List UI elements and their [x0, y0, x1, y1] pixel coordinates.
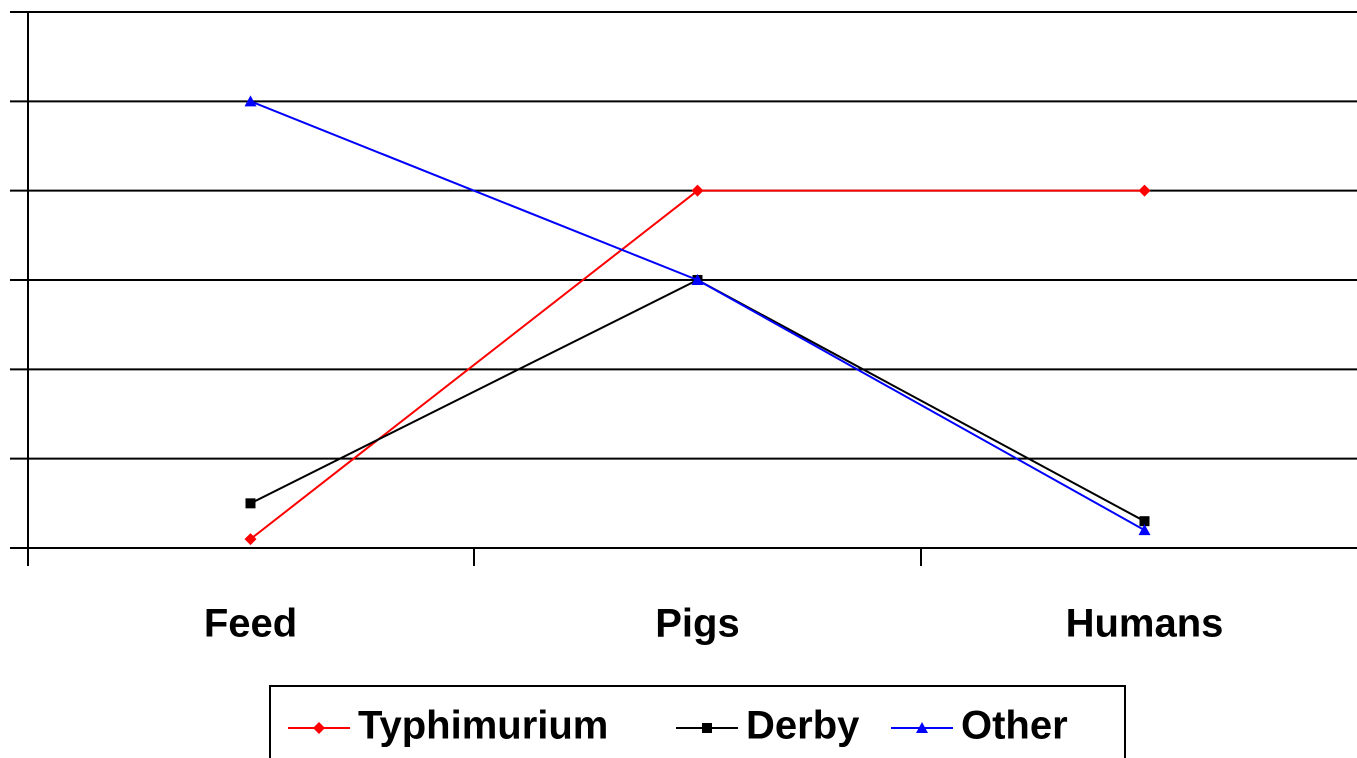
series-line: [250, 278, 1145, 523]
marker: [245, 498, 256, 509]
marker: [1139, 516, 1150, 527]
x-tick-label: Humans: [1066, 602, 1224, 646]
legend-label: Typhimurium: [358, 704, 608, 748]
marker: [1138, 184, 1151, 197]
marker: [916, 722, 928, 733]
marker: [702, 723, 712, 733]
marker: [313, 722, 325, 734]
legend-box: [269, 685, 1126, 758]
legend-label: Derby: [746, 704, 860, 748]
x-tick-label: Feed: [204, 602, 297, 646]
marker: [244, 95, 257, 107]
x-tick-label: Pigs: [655, 602, 739, 646]
marker: [244, 533, 257, 546]
series-line: [250, 100, 1145, 532]
marker: [691, 184, 704, 197]
marker: [1138, 524, 1151, 536]
legend-label: Other: [961, 704, 1068, 748]
marker: [691, 274, 704, 285]
series-line: [249, 189, 1145, 540]
